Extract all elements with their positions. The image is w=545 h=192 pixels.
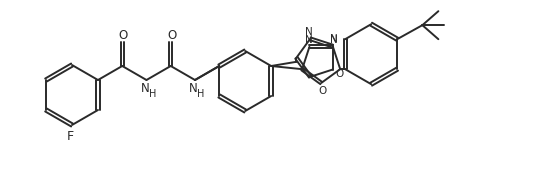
Text: N: N — [330, 34, 337, 44]
Text: N: N — [141, 83, 150, 95]
Text: F: F — [66, 129, 74, 142]
Text: H: H — [197, 89, 205, 99]
Text: H: H — [149, 89, 156, 99]
Text: N: N — [305, 35, 312, 45]
Text: N: N — [189, 83, 197, 95]
Text: O: O — [167, 29, 177, 42]
Text: O: O — [335, 69, 344, 79]
Text: N: N — [305, 27, 313, 37]
Text: N: N — [330, 35, 338, 45]
Text: O: O — [318, 86, 326, 96]
Text: O: O — [119, 29, 128, 42]
